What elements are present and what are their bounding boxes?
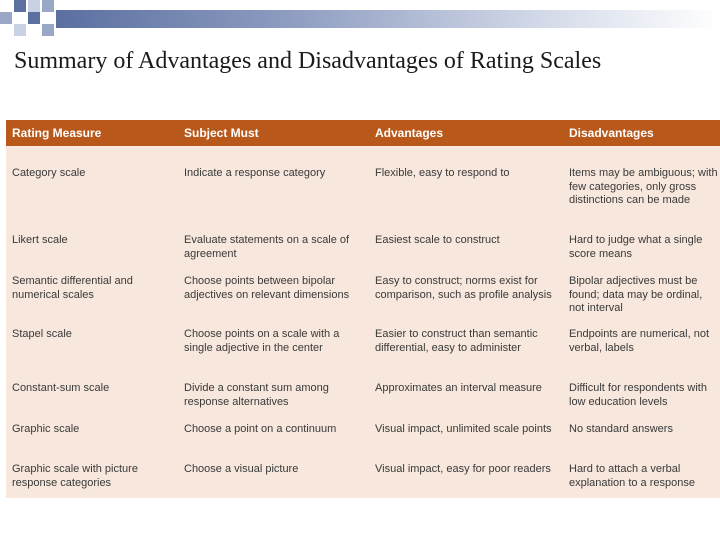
- cell-disadvantages: Hard to judge what a single score means: [569, 234, 703, 260]
- cell-advantages: Visual impact, easy for poor readers: [375, 463, 551, 475]
- cell-rating-measure: Graphic scale: [12, 423, 80, 435]
- cell-subject-must: Divide a constant sum among response alt…: [184, 382, 329, 408]
- cell-advantages: Approximates an interval measure: [375, 382, 542, 394]
- decorative-squares: [0, 0, 60, 40]
- header-disadvantages: Disadvantages: [569, 126, 654, 140]
- cell-subject-must: Choose a point on a continuum: [184, 423, 337, 435]
- cell-rating-measure: Constant-sum scale: [12, 382, 110, 394]
- cell-subject-must: Choose a visual picture: [184, 463, 299, 475]
- cell-subject-must: Evaluate statements on a scale of agreem…: [184, 234, 350, 260]
- cell-advantages: Easy to construct; norms exist for compa…: [375, 275, 552, 301]
- cell-disadvantages: Endpoints are numerical, not verbal, lab…: [569, 328, 710, 354]
- cell-rating-measure: Stapel scale: [12, 328, 72, 340]
- cell-advantages: Flexible, easy to respond to: [375, 167, 510, 179]
- rating-scales-table: Rating Measure Subject Must Advantages D…: [6, 120, 720, 498]
- cell-rating-measure: Graphic scale with picture response cate…: [12, 463, 138, 489]
- header-rating-measure: Rating Measure: [12, 126, 102, 140]
- cell-disadvantages: Hard to attach a verbal explanation to a…: [569, 463, 695, 489]
- header-gradient-bar: [56, 10, 720, 28]
- cell-disadvantages: No standard answers: [569, 423, 673, 435]
- table-header-row: Rating Measure Subject Must Advantages D…: [6, 120, 720, 146]
- cell-rating-measure: Category scale: [12, 167, 86, 179]
- cell-disadvantages: Difficult for respondents with low educa…: [569, 382, 707, 408]
- cell-disadvantages: Items may be ambiguous; with few categor…: [569, 167, 718, 206]
- cell-rating-measure: Semantic differential and numerical scal…: [12, 275, 133, 301]
- header-subject-must: Subject Must: [184, 126, 259, 140]
- cell-subject-must: Indicate a response category: [184, 167, 326, 179]
- cell-advantages: Easier to construct than semantic differ…: [375, 328, 538, 354]
- cell-subject-must: Choose points between bipolar adjectives…: [184, 275, 350, 301]
- header-advantages: Advantages: [375, 126, 444, 140]
- cell-advantages: Easiest scale to construct: [375, 234, 500, 246]
- cell-subject-must: Choose points on a scale with a single a…: [184, 328, 340, 354]
- cell-rating-measure: Likert scale: [12, 234, 68, 246]
- slide-title: Summary of Advantages and Disadvantages …: [14, 48, 602, 74]
- cell-disadvantages: Bipolar adjectives must be found; data m…: [569, 275, 703, 314]
- cell-advantages: Visual impact, unlimited scale points: [375, 423, 552, 435]
